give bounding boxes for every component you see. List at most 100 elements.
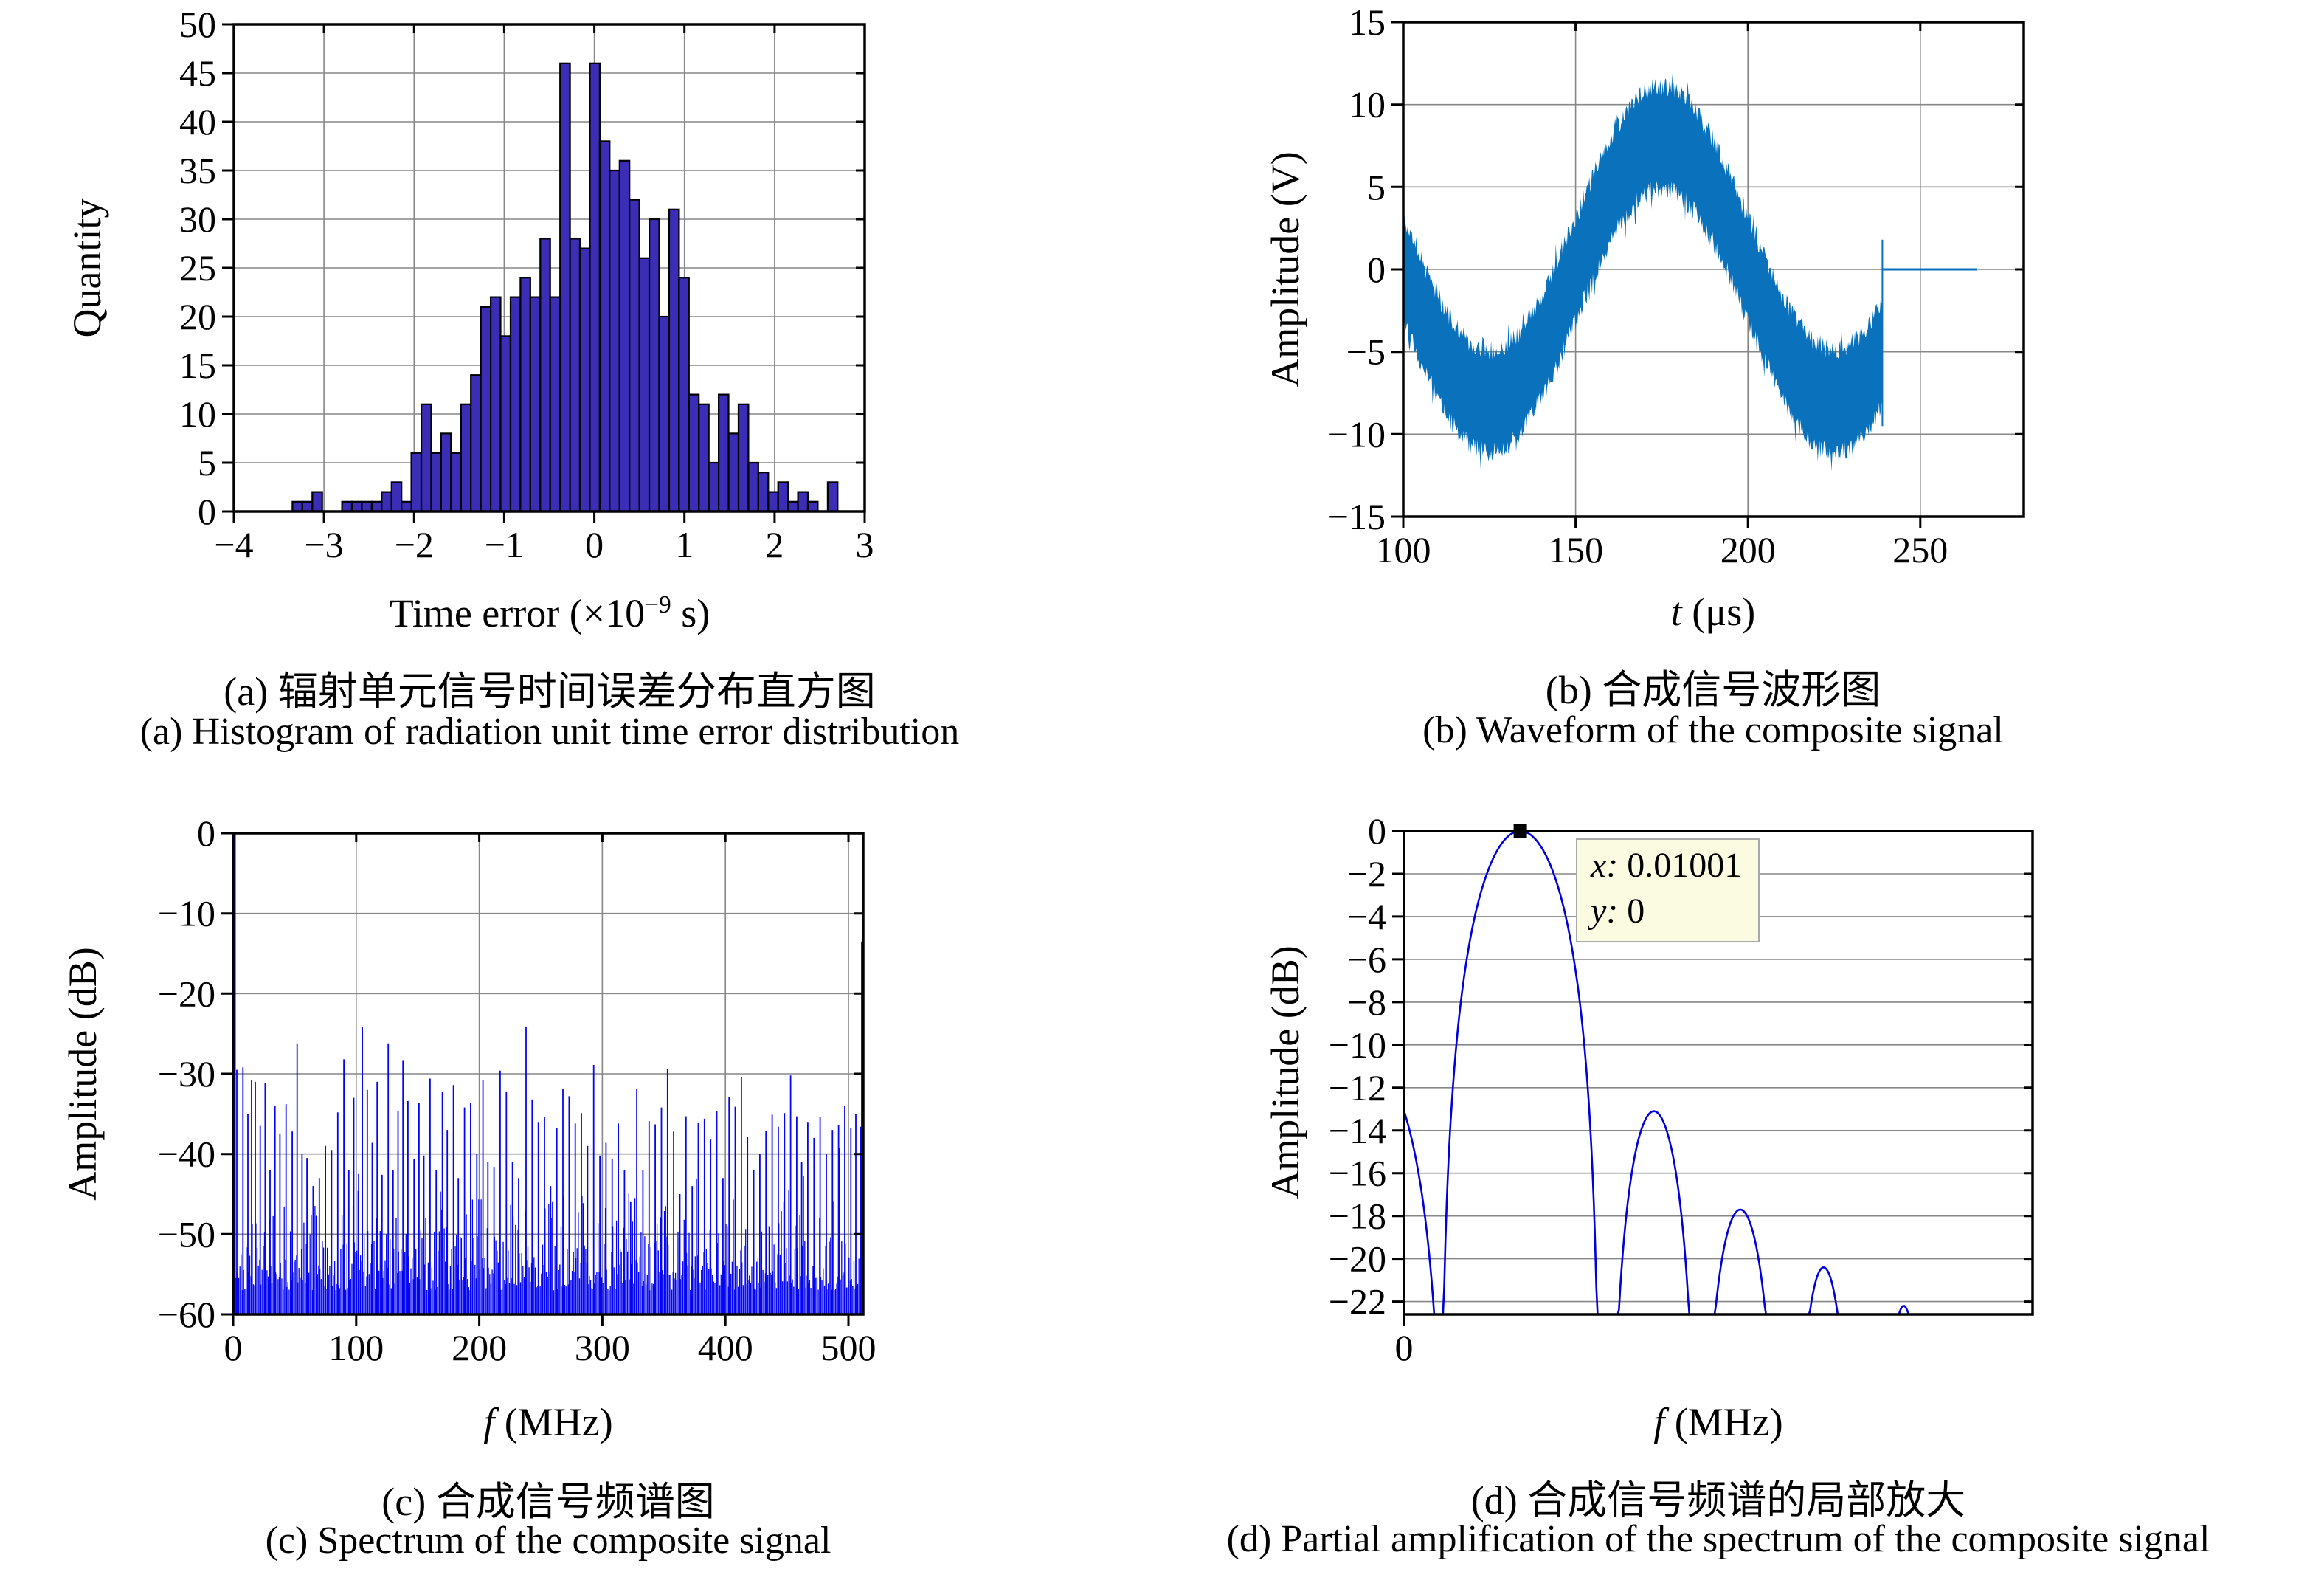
histogram-bar [529, 296, 542, 513]
x-tick-label: 100 [1376, 529, 1431, 570]
y-tick-label: 0 [1367, 249, 1386, 290]
x-tick-label: 1 [675, 524, 694, 565]
spectrum-peaks [236, 1026, 862, 1314]
histogram-bar [737, 403, 750, 513]
y-tick-label: −60 [158, 1294, 215, 1335]
datatip-x-value: x: 0.01001 [1591, 846, 1743, 885]
panel-b-caption-zh: (b) 合成信号波形图 [1545, 668, 1881, 712]
histogram-bar [609, 169, 620, 513]
histogram-bar [668, 208, 680, 513]
x-tick-label: 400 [698, 1327, 753, 1368]
histogram-bar [648, 218, 660, 513]
y-tick-label: 15 [179, 345, 216, 386]
y-tick-label: −12 [1329, 1067, 1386, 1108]
histogram-bar [549, 296, 561, 513]
histogram-bar [539, 238, 551, 513]
y-tick-label: 35 [179, 150, 216, 191]
y-tick-label: −4 [1347, 896, 1386, 937]
histogram-bar [489, 296, 502, 513]
x-tick-label: 0 [1395, 1327, 1414, 1368]
histogram-bar [787, 500, 799, 513]
histogram-bar [390, 481, 403, 513]
x-tick-label: 200 [452, 1327, 507, 1368]
x-tick-label: −3 [304, 524, 343, 565]
histogram-bar [470, 374, 482, 513]
histogram-bar [519, 277, 531, 513]
y-tick-label: 25 [179, 247, 216, 289]
panel-c-plot: 0 100 200 300 400 500 −60 −50 −40 −30 −20 −10 0 [158, 813, 876, 1368]
histogram-bar [311, 491, 323, 513]
histogram-bar [757, 472, 770, 513]
y-tick-label: −2 [1347, 853, 1386, 894]
y-tick-label: −6 [1347, 939, 1386, 980]
panel-c-xlabel: f (MHz) [483, 1400, 613, 1444]
histogram-bar [480, 306, 492, 513]
histogram-bar [698, 403, 710, 513]
histogram-bar [708, 461, 720, 513]
datatip[interactable]: x: 0.01001 y: 0 [1576, 838, 1760, 942]
y-tick-label: 0 [197, 813, 215, 854]
tick-marks [1391, 21, 2024, 528]
panel-d-ylabel: Amplitude (dB) [1263, 945, 1307, 1199]
panel-b-xlabel: t (μs) [1670, 590, 1756, 634]
y-tick-label: −16 [1329, 1153, 1386, 1194]
y-tick-label: −5 [1346, 331, 1386, 373]
histogram-bar [509, 296, 522, 513]
panel-b-caption-en: (b) Waveform of the composite signal [1422, 709, 2004, 751]
y-tick-label: −10 [158, 893, 215, 934]
y-tick-label: 5 [198, 442, 216, 483]
histogram-bar [658, 315, 670, 513]
histogram-bar [460, 403, 472, 513]
y-tick-label: 45 [179, 52, 216, 94]
panel-a-caption-zh: (a) 辐射单元信号时间误差分布直方图 [224, 669, 876, 714]
histogram-bar [826, 481, 839, 513]
y-tick-label: 20 [179, 296, 216, 337]
x-tick-label: −1 [485, 524, 524, 565]
y-tick-label: 0 [198, 491, 216, 532]
panel-d-xlabel: f (MHz) [1653, 1400, 1783, 1444]
x-tick-label: 500 [821, 1327, 876, 1368]
panel-c-ylabel: Amplitude (dB) [60, 947, 105, 1201]
histogram-bar [301, 500, 314, 513]
histogram-bar [717, 393, 730, 513]
histogram-bar [430, 452, 442, 513]
panel-c-caption-zh: (c) 合成信号频谱图 [381, 1480, 715, 1524]
histogram-bar [618, 159, 631, 513]
histogram-bar [678, 277, 690, 513]
histogram-bar [797, 491, 809, 513]
tick-marks [222, 23, 866, 523]
panel-a-xlabel: Time error (×10−9 s) [389, 591, 710, 635]
histogram-bar [401, 500, 412, 513]
histogram-bar [578, 247, 591, 513]
histogram-bar [688, 393, 700, 513]
y-tick-label: −15 [1328, 496, 1386, 537]
panel-b-ylabel: Amplitude (V) [1263, 151, 1307, 387]
y-tick-label: 40 [179, 101, 216, 142]
histogram-bar [777, 481, 789, 513]
y-tick-label: −40 [158, 1134, 215, 1175]
tick-marks [1392, 830, 2033, 1326]
y-tick-label: −22 [1329, 1281, 1386, 1323]
x-tick-label: 2 [765, 524, 784, 565]
histogram-bar [569, 238, 581, 513]
histogram-bar [559, 62, 571, 513]
histogram-bar [361, 500, 373, 513]
histogram-bar [598, 140, 611, 513]
y-tick-label: −10 [1329, 1024, 1386, 1066]
panel-d-caption-en: (d) Partial amplification of the spectru… [1226, 1518, 2210, 1560]
panel-a-ylabel: Quantity [65, 198, 109, 338]
y-tick-label: −8 [1347, 982, 1386, 1023]
histogram-bar [629, 199, 640, 513]
histogram-bar [410, 452, 423, 513]
panel-b-plot: 100 150 200 250 −15 −10 −5 0 5 10 15 [1328, 1, 2025, 570]
y-tick-label: −20 [1329, 1238, 1386, 1280]
y-tick-label: −14 [1329, 1110, 1386, 1151]
panel-d-plot: 00−2−4−6−8−10−12−14−16−18−20−22 [1329, 810, 2034, 1368]
y-tick-label: 10 [1349, 84, 1386, 125]
y-tick-label: 10 [179, 393, 216, 435]
histogram-bar [350, 500, 363, 513]
histogram-bar [499, 335, 511, 513]
x-tick-label: 300 [575, 1327, 630, 1368]
y-tick-label: −30 [158, 1053, 215, 1094]
